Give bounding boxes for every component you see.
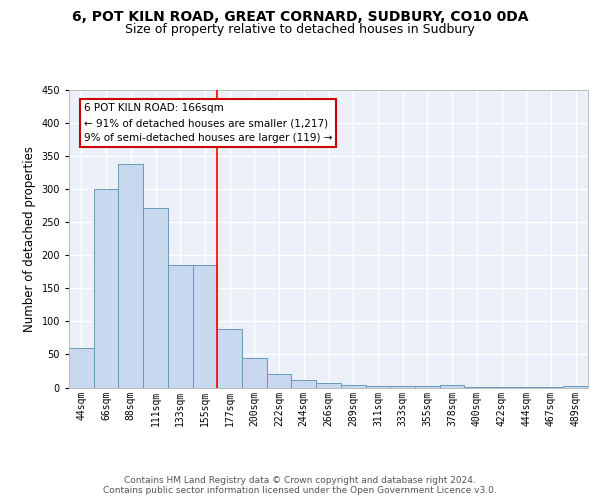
Bar [464, 387, 489, 388]
Bar [489, 387, 514, 388]
Text: 6 POT KILN ROAD: 166sqm
← 91% of detached houses are smaller (1,217)
9% of semi-: 6 POT KILN ROAD: 166sqm ← 91% of detache… [84, 103, 332, 143]
Bar [118, 164, 143, 388]
Bar [316, 383, 341, 388]
Bar [390, 386, 415, 388]
Bar [415, 386, 440, 388]
Bar [341, 385, 365, 388]
Bar [193, 265, 217, 388]
Bar [217, 330, 242, 388]
Bar [514, 387, 539, 388]
Text: Contains HM Land Registry data © Crown copyright and database right 2024.
Contai: Contains HM Land Registry data © Crown c… [103, 476, 497, 495]
Bar [267, 374, 292, 388]
Bar [440, 385, 464, 388]
Bar [94, 189, 118, 388]
Text: 6, POT KILN ROAD, GREAT CORNARD, SUDBURY, CO10 0DA: 6, POT KILN ROAD, GREAT CORNARD, SUDBURY… [72, 10, 528, 24]
Text: Size of property relative to detached houses in Sudbury: Size of property relative to detached ho… [125, 22, 475, 36]
Bar [539, 387, 563, 388]
Bar [242, 358, 267, 388]
Y-axis label: Number of detached properties: Number of detached properties [23, 146, 36, 332]
Bar [365, 386, 390, 388]
Bar [69, 348, 94, 388]
Bar [168, 265, 193, 388]
Bar [563, 386, 588, 388]
Bar [292, 380, 316, 388]
Bar [143, 208, 168, 388]
